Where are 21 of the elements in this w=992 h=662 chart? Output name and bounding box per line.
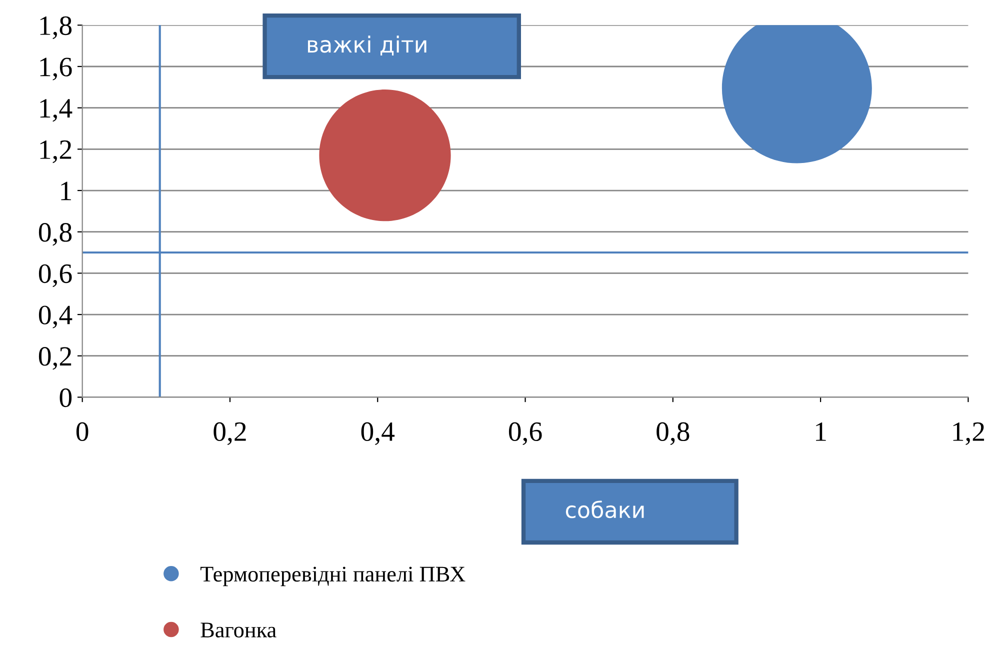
x-tick-label: 0 [76,422,88,442]
x-tick-label: 0,4 [361,422,395,446]
legend-label: Термоперевідні панелі ПВХ [200,566,466,586]
y-tick-label: 0,2 [38,347,72,370]
annotation: важкі діти [308,36,426,56]
text: собаки [566,500,644,518]
x-tick-label: 1,2 [953,422,984,446]
x-tick-label: 1 [816,422,826,441]
y-tick-label: 1,4 [40,99,72,122]
y-tick-label: 0 [60,388,72,408]
y-tick-label: 1,6 [40,58,72,80]
x-tick-label: 0,6 [508,422,542,446]
y-tick-label: 1 [61,182,71,200]
y-tick-label: 1,2 [40,140,72,164]
y-tick-label: 0,6 [38,264,72,288]
x-tick-label: 0,8 [656,422,690,446]
x-tick-label: 0,2 [214,422,246,446]
y-tick-label: 1,8 [40,16,72,40]
y-tick-label: 0,8 [38,223,72,246]
legend-label: Вагонка [200,622,276,638]
y-tick-label: 0,4 [38,306,72,328]
